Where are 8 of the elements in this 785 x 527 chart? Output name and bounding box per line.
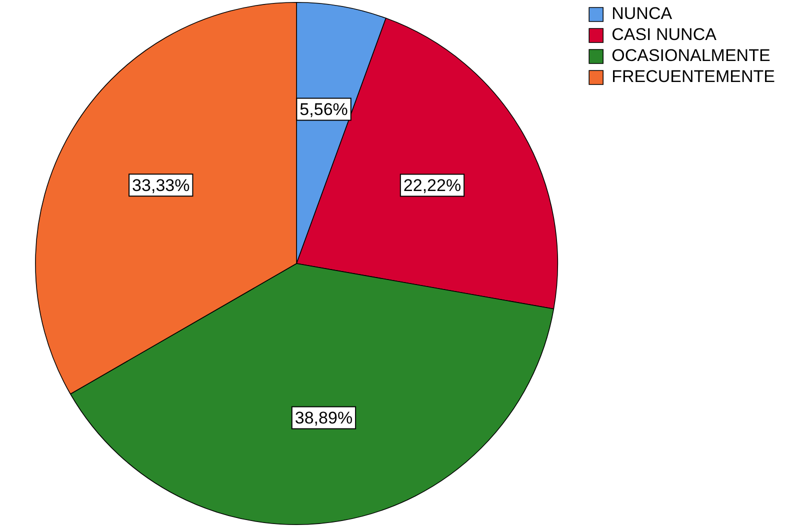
legend-label: OCASIONALMENTE [612, 46, 770, 66]
data-label: 5,56% [300, 100, 348, 119]
data-label: 33,33% [132, 176, 190, 195]
legend-label: FRECUENTEMENTE [612, 67, 776, 86]
legend-label: CASI NUNCA [612, 25, 718, 44]
legend-label: NUNCA [612, 4, 673, 24]
data-label: 38,89% [294, 408, 353, 428]
data-label: 22,22% [403, 176, 462, 195]
